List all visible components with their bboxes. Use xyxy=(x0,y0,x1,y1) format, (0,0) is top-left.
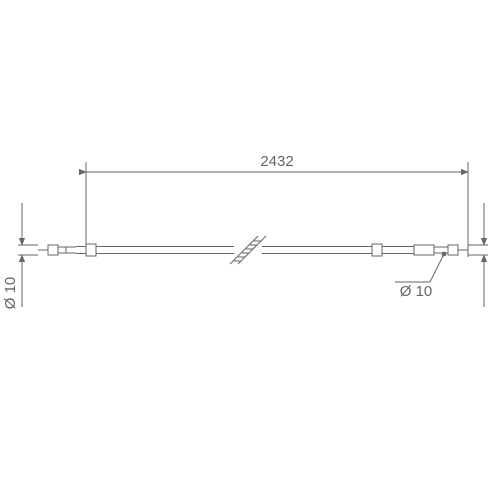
dimension-right-label: Ø 10 xyxy=(400,283,433,300)
right-end xyxy=(382,243,468,257)
dimension-left-diameter: Ø 10 xyxy=(2,203,38,309)
rod-right xyxy=(262,244,382,256)
part-drawing xyxy=(38,236,468,264)
rod-left xyxy=(86,244,234,256)
dimension-length: 2432 xyxy=(86,153,468,244)
dimension-right-diameter: Ø 10 xyxy=(395,203,488,307)
dimension-left-label: Ø 10 xyxy=(2,277,19,310)
dimension-length-label: 2432 xyxy=(260,153,293,170)
left-end xyxy=(38,244,86,256)
break-symbol xyxy=(230,236,266,264)
